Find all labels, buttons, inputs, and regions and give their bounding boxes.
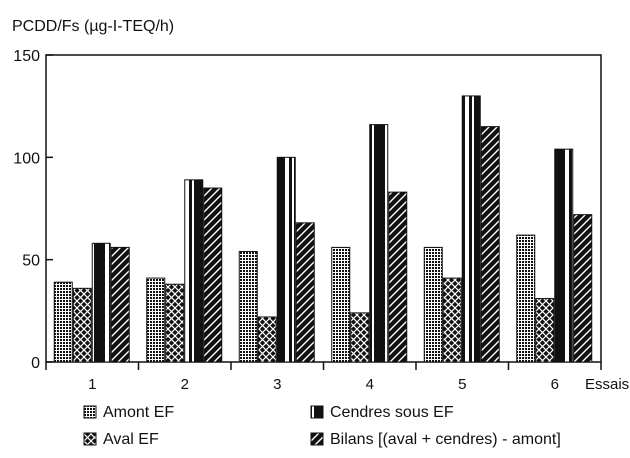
bar — [535, 298, 555, 363]
legend-label: Bilans [(aval + cendres) - amont] — [330, 431, 561, 448]
x-tick-label: 2 — [181, 376, 189, 393]
bars — [53, 95, 593, 363]
legend-label: Aval EF — [103, 431, 159, 448]
legend-swatch — [83, 432, 97, 446]
legend-swatch — [310, 432, 324, 446]
bar — [72, 287, 92, 363]
bar — [461, 95, 481, 363]
bar — [573, 214, 593, 363]
y-tick-label: 0 — [31, 355, 40, 372]
bar — [369, 124, 389, 363]
y-axis: 0 50 100 150 — [13, 48, 53, 372]
bar — [91, 242, 111, 363]
bar — [238, 250, 258, 363]
x-axis: 1 2 3 4 5 6 — [45, 362, 602, 393]
y-tick-label: 50 — [22, 253, 40, 270]
chart-title: PCDD/Fs (µg-I-TEQ/h) — [12, 18, 174, 35]
y-tick-label: 100 — [13, 150, 40, 167]
bar — [203, 187, 223, 363]
bar — [350, 312, 370, 363]
y-tick-label: 150 — [13, 48, 40, 65]
bar — [165, 283, 185, 363]
bar — [110, 246, 130, 363]
x-axis-label: Essais — [585, 376, 629, 393]
bar — [516, 234, 536, 363]
bar — [423, 246, 443, 363]
bar — [146, 277, 166, 363]
bar — [276, 156, 296, 363]
x-tick-label: 1 — [88, 376, 96, 393]
legend-swatch — [83, 405, 97, 419]
bar — [442, 277, 462, 363]
x-tick-label: 4 — [366, 376, 374, 393]
x-tick-label: 3 — [273, 376, 281, 393]
x-tick-label: 5 — [458, 376, 466, 393]
x-tick-label: 6 — [551, 376, 559, 393]
bar — [554, 148, 574, 363]
legend-label: Cendres sous EF — [330, 404, 454, 421]
bar — [331, 246, 351, 363]
bar — [388, 191, 408, 363]
bar — [257, 316, 277, 363]
legend-label: Amont EF — [103, 404, 174, 421]
bar — [295, 222, 315, 363]
bar — [53, 281, 73, 363]
bar — [480, 126, 500, 363]
bar — [184, 179, 204, 363]
legend: Amont EF Aval EF Cendres sous EF Bilans [(a… — [83, 404, 561, 448]
legend-swatch — [310, 405, 324, 419]
